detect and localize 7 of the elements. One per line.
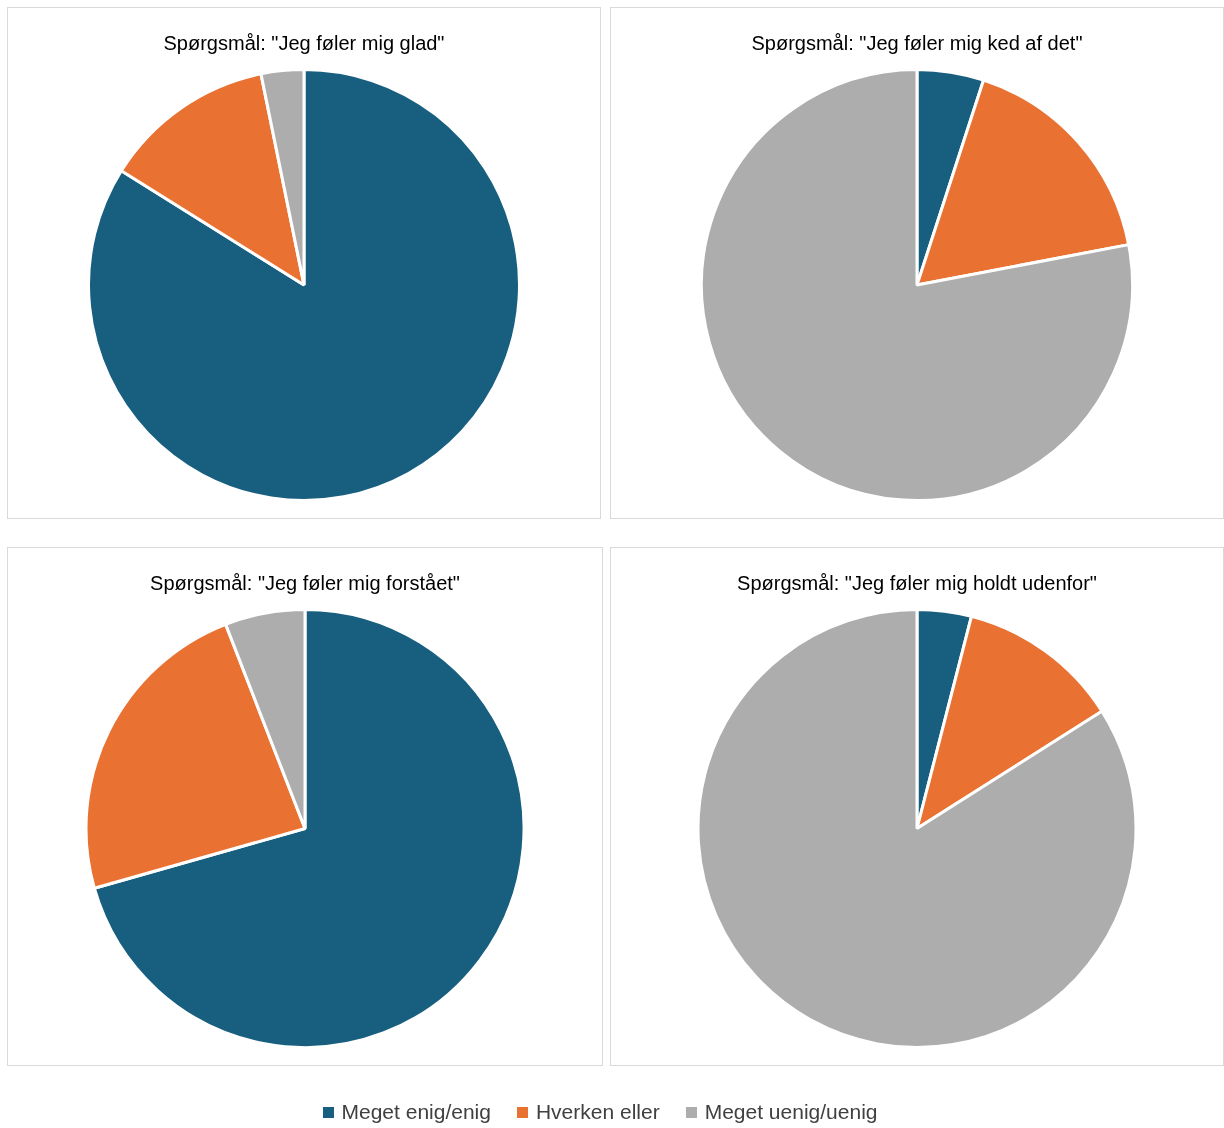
legend-label: Hverken eller [535, 1100, 660, 1124]
chart-title: Spørgsmål: "Jeg føler mig holdt udenfor" [737, 571, 1097, 594]
chart-title: Spørgsmål: "Jeg føler mig glad" [163, 31, 445, 54]
legend-label: Meget uenig/uenig [704, 1100, 878, 1124]
chart-title: Spørgsmål: "Jeg føler mig ked af det" [751, 31, 1083, 54]
legend-label: Meget enig/enig [341, 1100, 491, 1124]
chart-title: Spørgsmål: "Jeg føler mig forstået" [150, 571, 460, 594]
